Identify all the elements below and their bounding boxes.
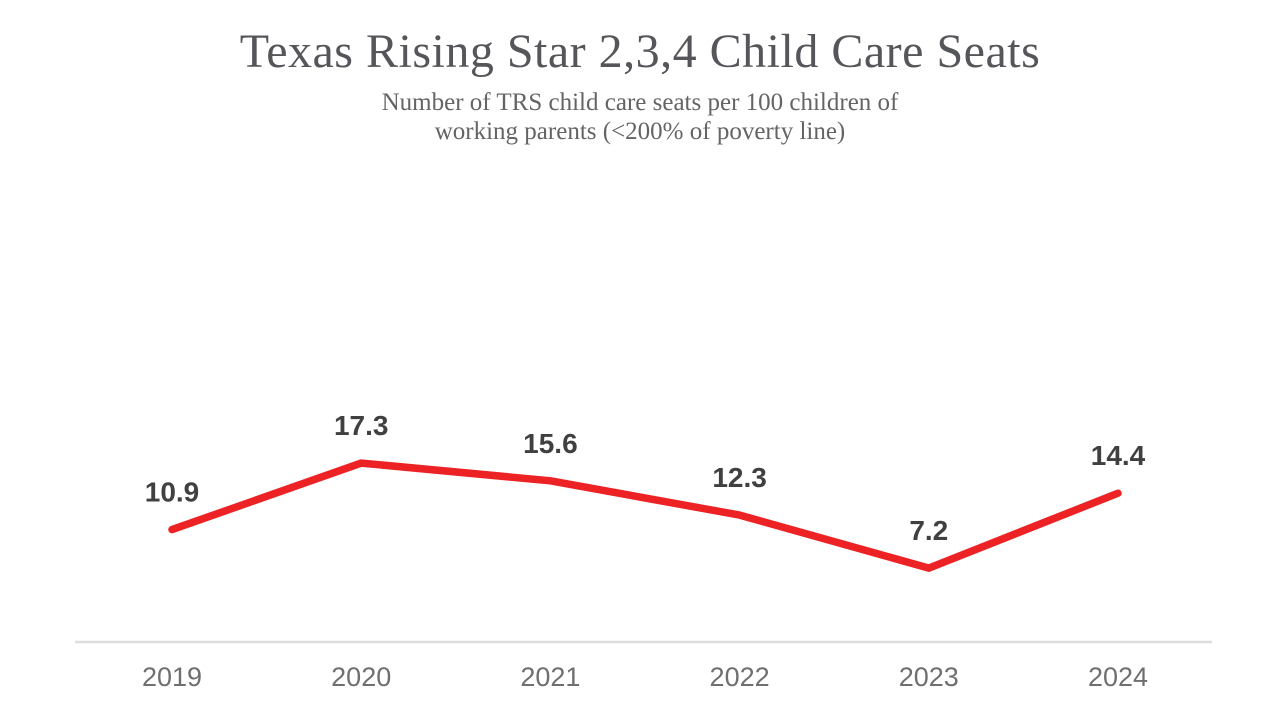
chart-subtitle-line-1: Number of TRS child care seats per 100 c… xyxy=(381,89,899,116)
data-label-2024: 14.4 xyxy=(1091,440,1146,471)
chart-subtitle-line-2: working parents (<200% of poverty line) xyxy=(434,118,846,145)
chart-subtitle: Number of TRS child care seats per 100 c… xyxy=(0,88,1280,146)
x-axis-label-2022: 2022 xyxy=(710,662,770,692)
data-label-2020: 17.3 xyxy=(334,410,389,441)
chart-title: Texas Rising Star 2,3,4 Child Care Seats xyxy=(239,25,1041,78)
x-axis-label-2020: 2020 xyxy=(331,662,391,692)
x-axis-label-2021: 2021 xyxy=(520,662,580,692)
data-label-2021: 15.6 xyxy=(523,428,578,459)
series-line xyxy=(168,459,1122,572)
x-axis-label-2023: 2023 xyxy=(899,662,959,692)
x-axis-label-2024: 2024 xyxy=(1088,662,1148,692)
data-label-2019: 10.9 xyxy=(145,477,200,508)
data-label-2022: 12.3 xyxy=(712,462,767,493)
data-label-2023: 7.2 xyxy=(909,515,948,546)
x-axis-label-2019: 2019 xyxy=(142,662,202,692)
